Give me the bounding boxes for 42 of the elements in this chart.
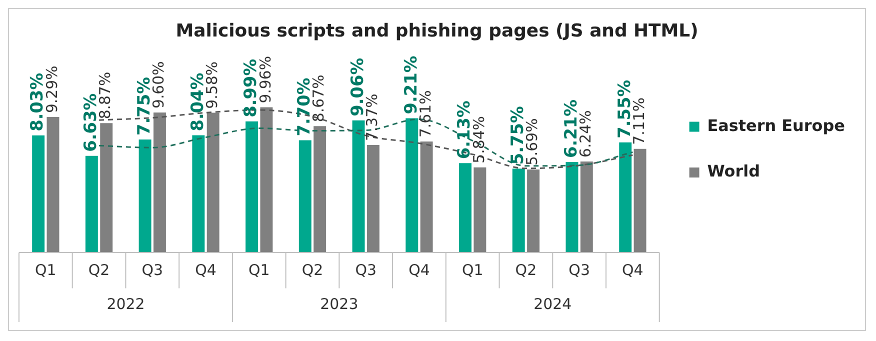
bar: [420, 142, 433, 252]
bar: [352, 120, 365, 252]
bar: [474, 167, 486, 252]
bar: [566, 162, 578, 252]
bar: [298, 140, 312, 252]
text: 2024: [534, 295, 572, 314]
chart-title: Malicious scripts and phishing pages (JS and HTML): [176, 20, 698, 42]
x-tick-label: Q2: [302, 261, 324, 280]
bar: [100, 123, 113, 252]
bar: [192, 135, 205, 252]
bar: [260, 107, 273, 252]
bar: [580, 162, 593, 252]
bar: [138, 139, 152, 252]
x-tick-label: Q1: [248, 261, 270, 280]
x-tick-label: Q1: [35, 261, 56, 280]
x-tick-label: Q3: [568, 261, 590, 280]
bar: [314, 126, 326, 252]
bar: [206, 112, 220, 252]
bar: [32, 135, 45, 252]
bar: [634, 148, 646, 252]
bar: [406, 118, 418, 252]
bar: [512, 168, 525, 252]
bar: [619, 142, 632, 252]
x-tick-label: Q2: [515, 261, 537, 280]
x-tick-label: Q4: [408, 261, 430, 280]
x-tick-label: Q4: [195, 261, 216, 280]
x-tick-label: Q3: [355, 261, 377, 280]
x-tick-label: Q1: [462, 261, 484, 280]
bar: [46, 117, 60, 252]
text: 2022: [106, 295, 145, 314]
text: 2023: [320, 295, 358, 314]
legend-label: Eastern Europe: [707, 116, 846, 135]
x-tick-label: Q4: [622, 261, 644, 280]
bar: [459, 163, 472, 252]
bar: [527, 170, 540, 252]
x-tick-label: Q3: [142, 261, 164, 280]
bar: [366, 145, 380, 252]
x-tick-label: Q2: [88, 261, 110, 280]
bar: [246, 121, 258, 252]
bar: [85, 156, 98, 252]
legend-label: World: [707, 162, 760, 181]
bar: [153, 112, 166, 252]
